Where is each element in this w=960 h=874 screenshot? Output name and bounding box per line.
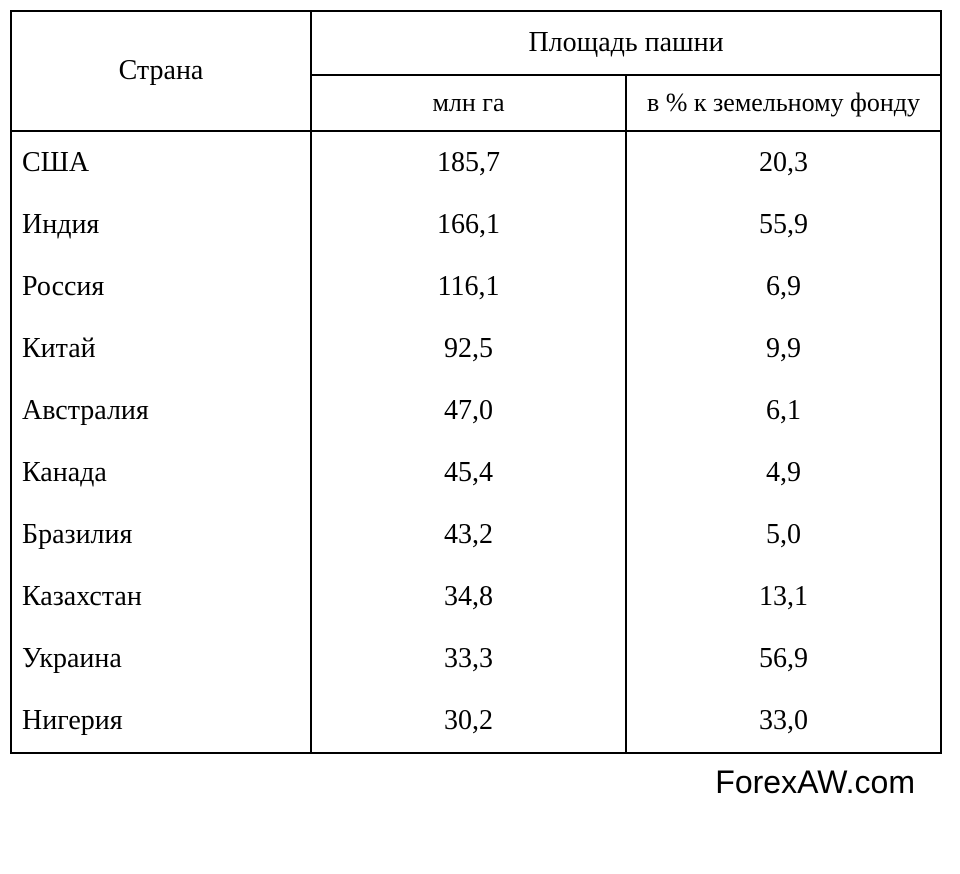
cell-percent: 4,9: [626, 442, 941, 504]
cell-country: Бразилия: [11, 504, 311, 566]
cell-country: Канада: [11, 442, 311, 504]
header-row-1: Страна Площадь пашни: [11, 11, 941, 75]
cell-percent: 5,0: [626, 504, 941, 566]
cell-mln-ha: 34,8: [311, 566, 626, 628]
table-row: Нигерия 30,2 33,0: [11, 690, 941, 753]
header-country: Страна: [11, 11, 311, 131]
cell-country: Украина: [11, 628, 311, 690]
cell-percent: 6,1: [626, 380, 941, 442]
cell-percent: 20,3: [626, 131, 941, 194]
table-row: Индия 166,1 55,9: [11, 194, 941, 256]
arable-land-table-container: Страна Площадь пашни млн га в % к земель…: [10, 10, 940, 754]
cell-mln-ha: 43,2: [311, 504, 626, 566]
cell-country: Китай: [11, 318, 311, 380]
table-row: Китай 92,5 9,9: [11, 318, 941, 380]
cell-country: Казахстан: [11, 566, 311, 628]
watermark-text: ForexAW.com: [10, 754, 940, 801]
table-row: Австралия 47,0 6,1: [11, 380, 941, 442]
table-row: Украина 33,3 56,9: [11, 628, 941, 690]
cell-country: Австралия: [11, 380, 311, 442]
cell-mln-ha: 185,7: [311, 131, 626, 194]
cell-percent: 9,9: [626, 318, 941, 380]
table-body: США 185,7 20,3 Индия 166,1 55,9 Россия 1…: [11, 131, 941, 753]
cell-percent: 55,9: [626, 194, 941, 256]
table-row: Казахстан 34,8 13,1: [11, 566, 941, 628]
cell-mln-ha: 33,3: [311, 628, 626, 690]
cell-country: Россия: [11, 256, 311, 318]
cell-country: Индия: [11, 194, 311, 256]
table-header: Страна Площадь пашни млн га в % к земель…: [11, 11, 941, 131]
cell-mln-ha: 45,4: [311, 442, 626, 504]
cell-mln-ha: 92,5: [311, 318, 626, 380]
cell-country: США: [11, 131, 311, 194]
arable-land-table: Страна Площадь пашни млн га в % к земель…: [10, 10, 942, 754]
cell-mln-ha: 116,1: [311, 256, 626, 318]
header-arable-area: Площадь пашни: [311, 11, 941, 75]
table-row: Канада 45,4 4,9: [11, 442, 941, 504]
table-row: Россия 116,1 6,9: [11, 256, 941, 318]
cell-percent: 6,9: [626, 256, 941, 318]
cell-mln-ha: 166,1: [311, 194, 626, 256]
header-percent: в % к земельному фонду: [626, 75, 941, 131]
cell-percent: 13,1: [626, 566, 941, 628]
cell-mln-ha: 30,2: [311, 690, 626, 753]
table-row: США 185,7 20,3: [11, 131, 941, 194]
header-mln-ha: млн га: [311, 75, 626, 131]
cell-country: Нигерия: [11, 690, 311, 753]
cell-percent: 56,9: [626, 628, 941, 690]
cell-mln-ha: 47,0: [311, 380, 626, 442]
table-row: Бразилия 43,2 5,0: [11, 504, 941, 566]
cell-percent: 33,0: [626, 690, 941, 753]
